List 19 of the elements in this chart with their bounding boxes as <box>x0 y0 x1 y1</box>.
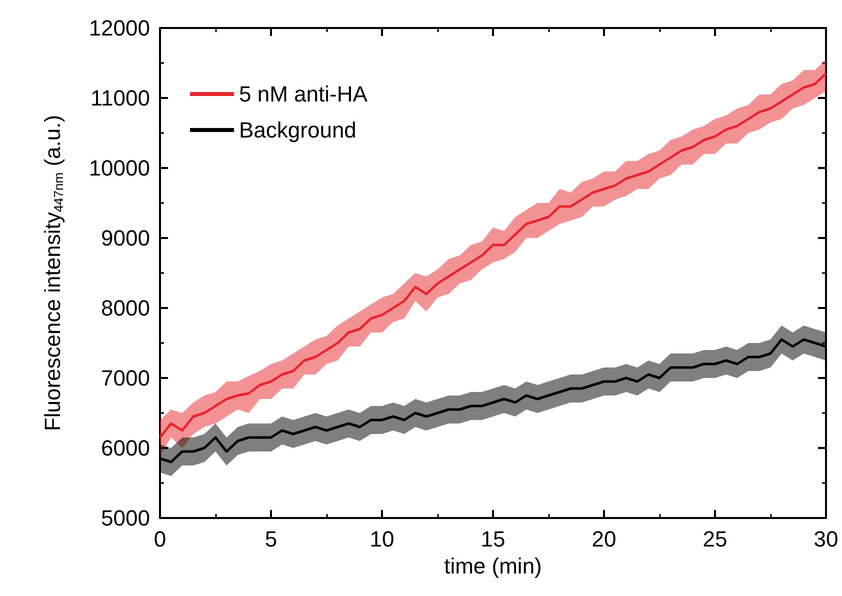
x-tick-label: 10 <box>370 526 394 552</box>
y-tick-label: 8000 <box>101 296 150 320</box>
legend-label: 5 nM anti-HA <box>239 82 368 106</box>
x-tick-label: 0 <box>154 526 166 552</box>
x-tick-label: 20 <box>592 526 616 552</box>
y-tick-label: 11000 <box>90 86 150 110</box>
y-tick-label: 12000 <box>88 16 150 40</box>
y-tick-label: 9000 <box>101 226 150 250</box>
x-axis-title: time (min) <box>444 553 542 578</box>
legend-label: Background <box>239 118 356 142</box>
y-axis-title: Fluorescence intensity447nm (a.u.) <box>40 114 66 432</box>
x-tick-label: 25 <box>702 526 728 552</box>
x-tick-label: 15 <box>480 526 506 552</box>
y-tick-label: 5000 <box>101 506 150 530</box>
y-tick-label: 6000 <box>101 436 150 460</box>
x-tick-label: 30 <box>814 526 838 552</box>
y-tick-label: 7000 <box>101 366 150 390</box>
x-tick-label: 5 <box>264 526 278 552</box>
y-tick-label: 10000 <box>88 156 150 180</box>
